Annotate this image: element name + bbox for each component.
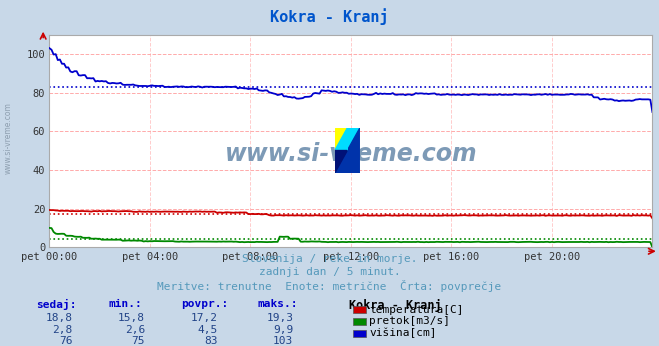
Polygon shape [335, 128, 347, 151]
Polygon shape [335, 128, 360, 173]
Text: 83: 83 [204, 336, 217, 346]
Text: temperatura[C]: temperatura[C] [369, 305, 463, 315]
Text: Kokra - Kranj: Kokra - Kranj [270, 9, 389, 26]
Text: povpr.:: povpr.: [181, 299, 229, 309]
Text: 2,6: 2,6 [125, 325, 145, 335]
Text: www.si-vreme.com: www.si-vreme.com [225, 142, 477, 166]
Text: 76: 76 [59, 336, 72, 346]
Text: maks.:: maks.: [257, 299, 297, 309]
Text: 19,3: 19,3 [266, 313, 293, 323]
Text: 75: 75 [132, 336, 145, 346]
Polygon shape [335, 128, 347, 151]
Text: 15,8: 15,8 [118, 313, 145, 323]
Polygon shape [335, 151, 347, 173]
Text: 4,5: 4,5 [197, 325, 217, 335]
Text: višina[cm]: višina[cm] [369, 328, 436, 338]
Polygon shape [347, 128, 360, 151]
Text: pretok[m3/s]: pretok[m3/s] [369, 317, 450, 326]
Text: zadnji dan / 5 minut.: zadnji dan / 5 minut. [258, 267, 401, 277]
Text: 2,8: 2,8 [52, 325, 72, 335]
Text: min.:: min.: [109, 299, 142, 309]
Text: 9,9: 9,9 [273, 325, 293, 335]
Text: Kokra - Kranj: Kokra - Kranj [349, 299, 442, 312]
Text: Slovenija / reke in morje.: Slovenija / reke in morje. [242, 254, 417, 264]
Text: 17,2: 17,2 [190, 313, 217, 323]
Text: sedaj:: sedaj: [36, 299, 76, 310]
Text: 103: 103 [273, 336, 293, 346]
Text: www.si-vreme.com: www.si-vreme.com [4, 102, 13, 174]
Text: Meritve: trenutne  Enote: metrične  Črta: povprečje: Meritve: trenutne Enote: metrične Črta: … [158, 280, 501, 292]
Text: 18,8: 18,8 [45, 313, 72, 323]
